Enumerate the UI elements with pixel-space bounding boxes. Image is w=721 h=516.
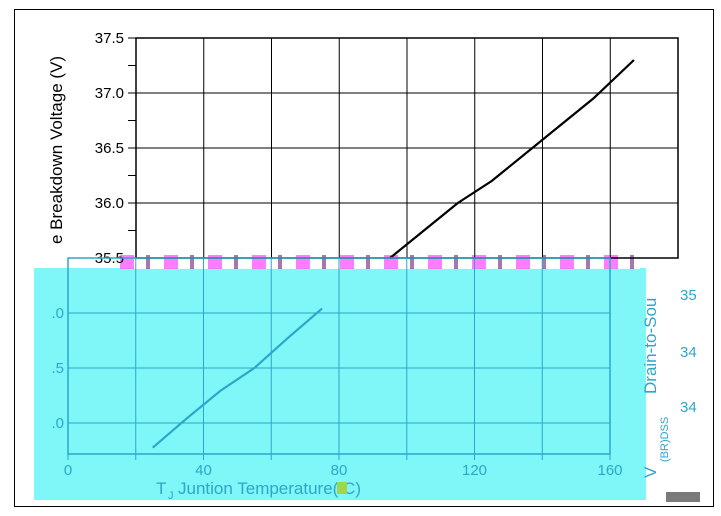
bottom-x-tick-label: 0 [64,462,72,479]
bottom-x-tick-label: 40 [195,462,212,479]
top-y-tick-label: 37.0 [95,85,124,102]
bottom-x-tick-label: 160 [597,462,622,479]
bottom-grid [67,258,611,460]
right-tick-labels: 35 34 34 [680,287,697,416]
gray-block [666,492,700,502]
bottom-y-tick-label: .0 [51,305,64,322]
top-plot: 37.537.036.536.035.5 [95,30,679,267]
y-axis-title-top: e Breakdown Voltage (V) [47,56,66,244]
right-title-v: V [641,466,660,478]
top-grid [128,37,678,259]
bottom-y-tick-label: .5 [51,360,64,377]
x-axis-title-text: Juntion Temperature( C) [178,479,361,498]
right-tick-label: 34 [680,344,697,361]
bottom-x-tick-label: 80 [331,462,348,479]
top-y-tick-label: 36.5 [95,140,124,157]
bottom-y-tick-label: .0 [51,415,64,432]
x-axis-title-t: T [156,479,166,498]
bottom-x-tick-label: 120 [462,462,487,479]
bottom-series-line [151,307,323,449]
bottom-plot-border [67,257,611,455]
yellow-artifact [337,482,347,494]
right-tick-label: 35 [680,287,697,304]
right-tick-label: 34 [680,399,697,416]
x-axis-title-sub: J [168,490,174,502]
top-y-tick-label: 37.5 [95,30,124,47]
bottom-x-tick-labels: 0 40 80 120 160 [64,462,623,479]
top-series-line [389,59,635,259]
right-axis-title: Drain-to-Sou V (BR)DSS [641,298,671,478]
top-y-tick-label: 36.0 [95,195,124,212]
bottom-plot: .0 .5 .0 0 40 80 120 160 [51,257,623,479]
bottom-y-tick-labels: .0 .5 .0 [51,305,64,432]
top-y-tick-labels: 37.537.036.536.035.5 [95,30,124,267]
right-title-main: Drain-to-Sou [641,298,660,394]
figure-frame [14,9,714,507]
x-axis-title: T J Juntion Temperature( C) [156,479,361,502]
right-title-sub: (BR)DSS [659,417,671,462]
